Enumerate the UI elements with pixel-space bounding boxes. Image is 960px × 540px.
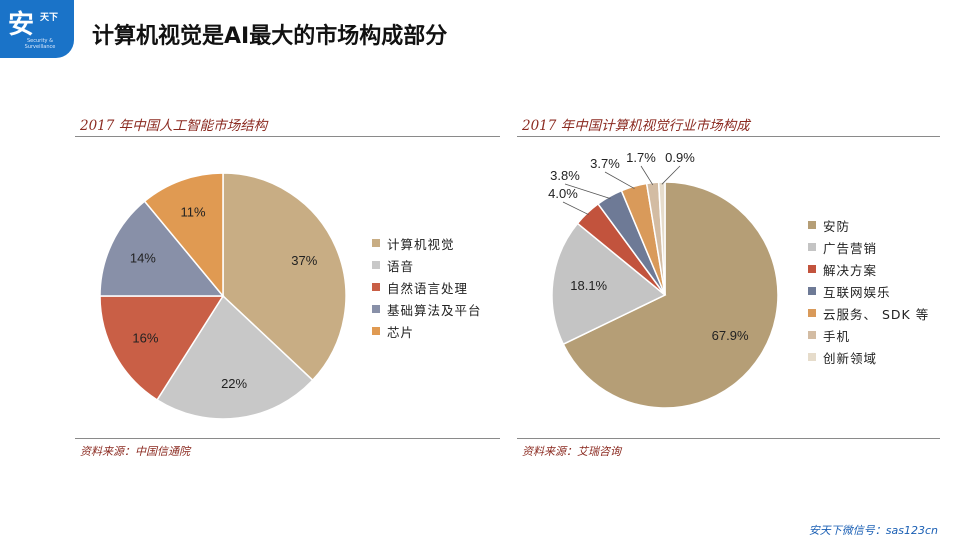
- logo-char: 安: [8, 10, 35, 40]
- left-chart-title: 2017 年中国人工智能市场结构: [80, 118, 268, 134]
- legend-item-1: 安防: [808, 214, 929, 236]
- legend-item-6: 手机: [808, 324, 929, 346]
- brand-logo: 安 天下 Security & Surveillance: [0, 0, 74, 58]
- right-chart-title: 2017 年中国计算机视觉行业市场构成: [522, 118, 750, 134]
- right-source: 资料来源：艾瑞咨询: [522, 445, 621, 458]
- logo-badge: 天下: [40, 13, 59, 23]
- legend-label: 创新领域: [823, 350, 878, 366]
- right-legend: 安防广告营销解决方案互联网娱乐云服务、 SDK 等手机创新领域: [808, 214, 929, 368]
- pie-value-label-4: 14%: [130, 250, 156, 265]
- legend-item-2: 广告营销: [808, 236, 929, 258]
- legend-item-1: 计算机视觉: [372, 232, 482, 254]
- leader-line-3: [562, 201, 589, 216]
- legend-item-2: 语音: [372, 254, 482, 276]
- slide-title: 计算机视觉是AI最大的市场构成部分: [92, 24, 448, 49]
- footer-wechat: 安天下微信号：sas123cn: [808, 524, 938, 537]
- legend-item-3: 自然语言处理: [372, 276, 482, 298]
- legend-swatch: [372, 305, 380, 313]
- logo-subtitle: Security & Surveillance: [24, 38, 56, 50]
- left-legend: 计算机视觉语音自然语言处理 基础算法及平台 芯片: [372, 232, 482, 342]
- legend-swatch: [808, 331, 816, 339]
- pie-value-label-1: 37%: [291, 253, 317, 268]
- legend-label: 自然语言处理: [387, 280, 469, 296]
- left-title-divider: [75, 136, 500, 137]
- right-source-divider: [517, 438, 940, 439]
- legend-swatch: [372, 327, 380, 335]
- left-pie-chart: 37% 22% 16% 14% 11%: [99, 172, 347, 420]
- legend-label: 芯片: [387, 324, 415, 340]
- leader-line-4: [564, 183, 611, 199]
- legend-swatch: [808, 309, 816, 317]
- pie-value-label-7: 0.9%: [665, 150, 695, 165]
- legend-swatch: [372, 239, 380, 247]
- left-source-divider: [75, 438, 500, 439]
- right-pie-chart: 67.9% 18.1% 4.0% 3.8% 3.7% 1.7% 0.9%: [548, 150, 779, 409]
- pie-value-label-5: 11%: [180, 205, 205, 220]
- pie-value-label-6: 1.7%: [626, 150, 656, 165]
- left-source: 资料来源：中国信通院: [80, 445, 190, 458]
- legend-label: 安防: [823, 218, 851, 234]
- legend-swatch: [808, 265, 816, 273]
- pie-slice-5: [143, 172, 224, 299]
- right-title-divider: [517, 136, 940, 137]
- pie-value-label-2: 18.1%: [570, 278, 607, 293]
- legend-swatch: [372, 261, 380, 269]
- pie-value-label-3: 4.0%: [548, 186, 578, 201]
- pie-slice-2: [156, 294, 314, 420]
- legend-swatch: [372, 283, 380, 291]
- pie-value-label-2: 22%: [221, 376, 247, 391]
- pie-slice-4: [99, 200, 225, 297]
- legend-swatch: [808, 221, 816, 229]
- pie-slice-7: [657, 181, 666, 296]
- legend-item-5: 云服务、 SDK 等: [808, 302, 929, 324]
- pie-slice-3: [99, 295, 225, 401]
- legend-item-4: 互联网娱乐: [808, 280, 929, 302]
- pie-slice-2: [551, 222, 667, 346]
- legend-item-5: 芯片: [372, 320, 482, 342]
- pie-slice-1: [562, 181, 779, 409]
- legend-label: 互联网娱乐: [823, 284, 891, 300]
- legend-label: 广告营销: [823, 240, 878, 256]
- legend-label: 基础算法及平台: [387, 302, 482, 318]
- leader-line-5: [604, 171, 635, 189]
- legend-label: 计算机视觉: [387, 236, 455, 252]
- leader-line-6: [640, 165, 654, 186]
- legend-label: 手机: [823, 328, 851, 344]
- legend-swatch: [808, 243, 816, 251]
- legend-label: 解决方案: [823, 262, 878, 278]
- pie-value-label-1: 67.9%: [712, 328, 749, 343]
- legend-item-4: 基础算法及平台: [372, 298, 482, 320]
- legend-item-7: 创新领域: [808, 346, 929, 368]
- legend-swatch: [808, 287, 816, 295]
- legend-item-3: 解决方案: [808, 258, 929, 280]
- pie-slice-1: [222, 172, 347, 382]
- legend-label: 云服务、 SDK 等: [823, 306, 930, 322]
- pie-value-label-4: 3.8%: [550, 168, 580, 183]
- legend-swatch: [808, 353, 816, 361]
- pie-value-label-3: 16%: [132, 331, 158, 346]
- legend-label: 语音: [387, 258, 415, 274]
- pie-value-label-5: 3.7%: [590, 156, 620, 171]
- leader-line-7: [661, 165, 681, 185]
